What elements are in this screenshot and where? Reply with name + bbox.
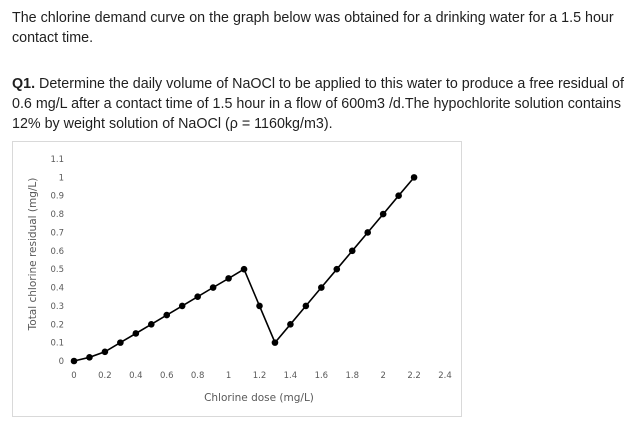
data-point: [364, 229, 372, 236]
data-point: [410, 174, 418, 181]
intro-paragraph: The chlorine demand curve on the graph b…: [12, 10, 614, 46]
y-tick-label: 0.8: [50, 210, 64, 220]
x-tick-label: 1.4: [284, 371, 298, 381]
data-point: [348, 247, 356, 255]
chart-frame: Chlorine dose (mg/L) Total chlorine resi…: [12, 141, 462, 417]
y-tick-label: 0.5: [50, 265, 64, 275]
x-tick-label: 1.8: [345, 371, 359, 381]
x-tick-label: 2: [380, 371, 385, 381]
data-point: [132, 330, 140, 337]
data-point: [302, 302, 310, 310]
question-label: Q1.: [12, 76, 36, 92]
question-text: Determine the daily volume of NaOCl to b…: [12, 76, 624, 132]
x-tick-label: 2.2: [407, 371, 421, 381]
data-point: [318, 284, 325, 291]
y-tick-label: 0.9: [50, 192, 64, 202]
data-point: [163, 311, 171, 319]
data-point: [225, 275, 232, 282]
data-point: [178, 302, 186, 310]
data-point: [70, 357, 78, 365]
x-tick-label: 1: [226, 371, 231, 381]
y-tick-label: 0.6: [50, 247, 64, 257]
y-tick-label: 1: [59, 173, 64, 183]
x-tick-label: 0.4: [129, 371, 143, 381]
x-tick-label: 0: [71, 371, 76, 381]
data-point: [117, 339, 124, 346]
y-tick-label: 0.3: [50, 302, 64, 312]
x-tick-label: 0.8: [191, 371, 205, 381]
x-axis-title: Chlorine dose (mg/L): [204, 392, 314, 404]
x-tick-label: 1.6: [315, 371, 329, 381]
data-point: [271, 339, 279, 346]
x-tick-label: 0.6: [160, 371, 174, 381]
question-paragraph: Q1. Determine the daily volume of NaOCl …: [12, 74, 636, 134]
y-tick-label: 0.2: [50, 320, 64, 330]
data-point: [287, 320, 294, 328]
x-tick-label: 2.4: [438, 371, 452, 381]
y-tick-label: 0.4: [50, 284, 64, 294]
data-point: [209, 284, 217, 291]
data-point: [240, 265, 248, 273]
y-tick-label: 1.1: [50, 155, 64, 165]
y-tick-label: 0.1: [50, 339, 64, 349]
y-tick-label: 0.7: [50, 228, 64, 238]
y-axis-title: Total chlorine residual (mg/L): [27, 178, 39, 332]
data-point: [333, 265, 341, 273]
data-point: [86, 354, 93, 361]
chlorine-demand-chart: Chlorine dose (mg/L) Total chlorine resi…: [27, 155, 452, 404]
x-tick-label: 1.2: [253, 371, 267, 381]
data-point: [379, 210, 387, 218]
data-point: [256, 302, 263, 310]
problem-text: The chlorine demand curve on the graph b…: [12, 8, 636, 134]
data-point: [101, 348, 109, 356]
x-tick-label: 0.2: [98, 371, 112, 381]
data-point: [194, 293, 201, 301]
y-tick-label: 0: [59, 357, 64, 367]
data-point: [147, 320, 155, 328]
data-point: [395, 192, 402, 200]
